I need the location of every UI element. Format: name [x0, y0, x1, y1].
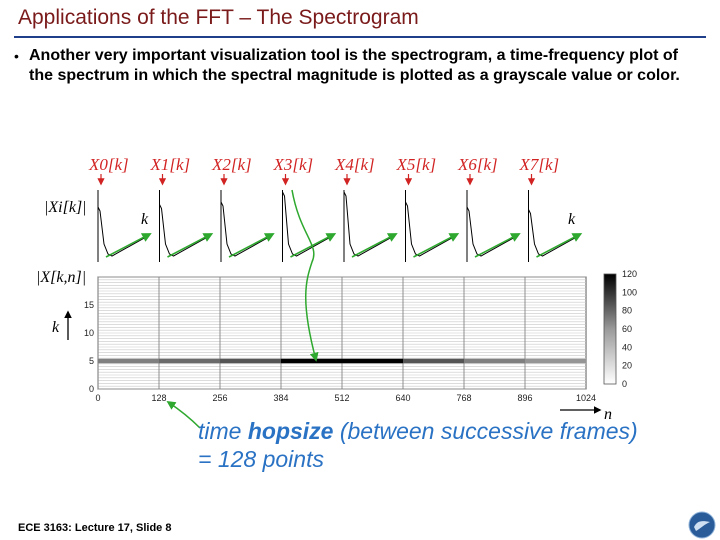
frame-spectrum [343, 191, 395, 257]
hopsize-caption-line1: time hopsize (between successive frames) [198, 418, 638, 445]
frame-2: X2[k] [211, 155, 275, 262]
frame-7: X7[k] [519, 155, 583, 262]
x-tick-label: 0 [95, 393, 100, 403]
x-tick-label: 256 [212, 393, 227, 403]
band-cell [159, 358, 220, 364]
frame-spectra: X0[k] X1[k] X2[k] X3[k] X4[k] X5[k] X6[k] X7[k] [88, 155, 583, 262]
y-tick-label: 0 [89, 384, 94, 394]
frame-label: X0[k] [88, 155, 129, 174]
frame-spectrum [97, 206, 149, 257]
bullet-point: • Another very important visualization t… [14, 46, 704, 86]
frame-k-arrow [167, 233, 214, 258]
caption-bold: hopsize [247, 418, 334, 444]
x-tick-label: 1024 [576, 393, 596, 403]
band-cell [342, 358, 403, 364]
colorbar [603, 273, 617, 385]
frame-label: X5[k] [396, 155, 437, 174]
frame-label: X7[k] [519, 155, 560, 174]
frame-spectrum [528, 209, 579, 257]
band-cell [220, 358, 281, 364]
frame-3: X3[k] [273, 155, 337, 262]
slide-footer: ECE 3163: Lecture 17, Slide 8 [18, 522, 172, 534]
bullet-dot: • [14, 48, 19, 64]
university-logo-icon [688, 511, 716, 539]
k-axis-label: k [52, 319, 60, 336]
frame-spectrum [466, 206, 518, 257]
frame-k-arrow [536, 233, 583, 258]
y-tick-label: 5 [89, 356, 94, 366]
frame-label: X4[k] [334, 155, 375, 174]
spectrogram-y-ticks: 0 5 10 15 [84, 300, 94, 394]
frame-spectrum [220, 201, 272, 257]
colorbar-tick-label: 20 [622, 361, 632, 371]
frame-spectrum [405, 201, 456, 257]
x-tick-label: 640 [395, 393, 410, 403]
band-cell [98, 358, 159, 364]
band-cell [525, 358, 586, 364]
top-ylabel: |Xi[k]| [44, 199, 87, 216]
colorbar-tick-label: 120 [622, 269, 637, 279]
colorbar-tick-label: 100 [622, 287, 637, 297]
frame-k-arrow [228, 233, 275, 258]
frame-label: X1[k] [150, 155, 191, 174]
frame-label: X2[k] [211, 155, 252, 174]
slide-title: Applications of the FFT – The Spectrogra… [18, 6, 419, 29]
spectrogram-band [98, 358, 586, 364]
frame-k-arrow [474, 233, 521, 258]
spectrogram-x-ticks: 0 128 256 384 512 640 768 896 1024 [95, 393, 596, 403]
frame-5: X5[k] [396, 155, 460, 262]
frame-spectrum [159, 204, 210, 257]
colorbar-tick-label: 40 [622, 342, 632, 352]
caption-pre: time [198, 418, 248, 444]
frame-k-arrow [351, 233, 398, 258]
title-divider [14, 36, 706, 38]
frame-6: X6[k] [457, 155, 521, 262]
frame-1: X1[k] [150, 155, 214, 262]
band-cell [281, 358, 342, 364]
hopsize-caption-line2: = 128 points [198, 446, 324, 472]
frame-label: X6[k] [457, 155, 498, 174]
y-tick-label: 10 [84, 328, 94, 338]
band-cell [464, 358, 525, 364]
k-label-right: k [568, 211, 576, 228]
x-tick-label: 128 [151, 393, 166, 403]
colorbar-tick-label: 80 [622, 306, 632, 316]
colorbar-tick-label: 60 [622, 324, 632, 334]
frame-k-arrow [105, 233, 152, 258]
y-tick-label: 15 [84, 300, 94, 310]
x-tick-label: 384 [273, 393, 288, 403]
k-label-left: k [141, 211, 149, 228]
caption-post: (between successive frames) [333, 418, 638, 444]
spectrogram-grid [97, 276, 586, 390]
x-tick-label: 896 [517, 393, 532, 403]
frame-label: X3[k] [273, 155, 314, 174]
colorbar-ticks: 120 100 80 60 40 20 0 [622, 269, 637, 389]
band-cell [403, 358, 464, 364]
frame-k-arrow [413, 233, 460, 258]
n-axis-label: n [604, 406, 612, 423]
frame-to-band-arrow [291, 189, 319, 362]
hopsize-arrow [166, 401, 201, 429]
x-tick-label: 512 [334, 393, 349, 403]
frame-0: X0[k] [88, 155, 152, 262]
x-tick-label: 768 [456, 393, 471, 403]
colorbar-tick-label: 0 [622, 379, 627, 389]
spec-ylabel: |X[k,n]| [36, 269, 86, 286]
frame-spectrum [282, 191, 333, 257]
bullet-text: Another very important visualization too… [29, 47, 680, 84]
frame-4: X4[k] [334, 155, 398, 262]
